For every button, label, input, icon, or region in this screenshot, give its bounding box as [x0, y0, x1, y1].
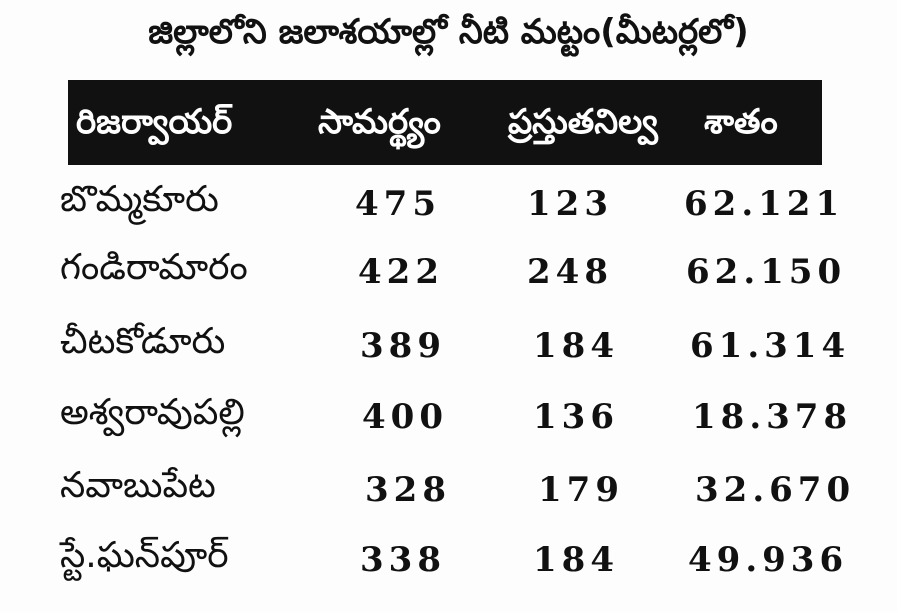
cell-number: 475 — [355, 184, 441, 224]
cell-number: 422 — [358, 252, 444, 292]
cell-number: 32.670 — [695, 470, 856, 510]
cell-number: 136 — [533, 397, 619, 437]
cell-number: 123 — [527, 184, 613, 224]
reservoir-name: గండిరామారం — [60, 247, 248, 288]
cell-number: 400 — [362, 397, 448, 437]
cell-number: 18.378 — [692, 397, 853, 437]
column-header: శాతం — [704, 102, 778, 142]
reservoir-name: నవాబుపేట — [60, 465, 216, 506]
reservoir-name: అశ్వరావుపల్లి — [60, 392, 245, 433]
column-header: సామర్థ్యం — [318, 102, 441, 142]
reservoir-name: స్టే.ఘన్‌పూర్ — [60, 535, 229, 576]
cell-number: 179 — [538, 470, 624, 510]
cell-number: 62.150 — [686, 252, 847, 292]
cell-number: 62.121 — [684, 184, 845, 224]
cell-number: 248 — [527, 252, 613, 292]
cell-number: 184 — [533, 326, 619, 366]
reservoir-name: బొమ్మకూరు — [60, 179, 219, 220]
cell-number: 61.314 — [690, 326, 851, 366]
title: జిల్లాలోని జలాశయాల్లో నీటి మట్టం(మీటర్లల… — [148, 12, 749, 52]
cell-number: 338 — [360, 540, 446, 580]
cell-number: 184 — [533, 540, 619, 580]
table-header: రిజర్వాయర్ సామర్థ్యం ప్రస్తుతనిల్వ శాతం — [68, 80, 822, 165]
cell-number: 389 — [360, 326, 446, 366]
column-header: ప్రస్తుతనిల్వ — [508, 102, 658, 142]
column-header: రిజర్వాయర్ — [76, 102, 233, 142]
cell-number: 49.936 — [688, 540, 849, 580]
reservoir-name: చీటకోడూరు — [60, 321, 226, 362]
cell-number: 328 — [365, 470, 451, 510]
